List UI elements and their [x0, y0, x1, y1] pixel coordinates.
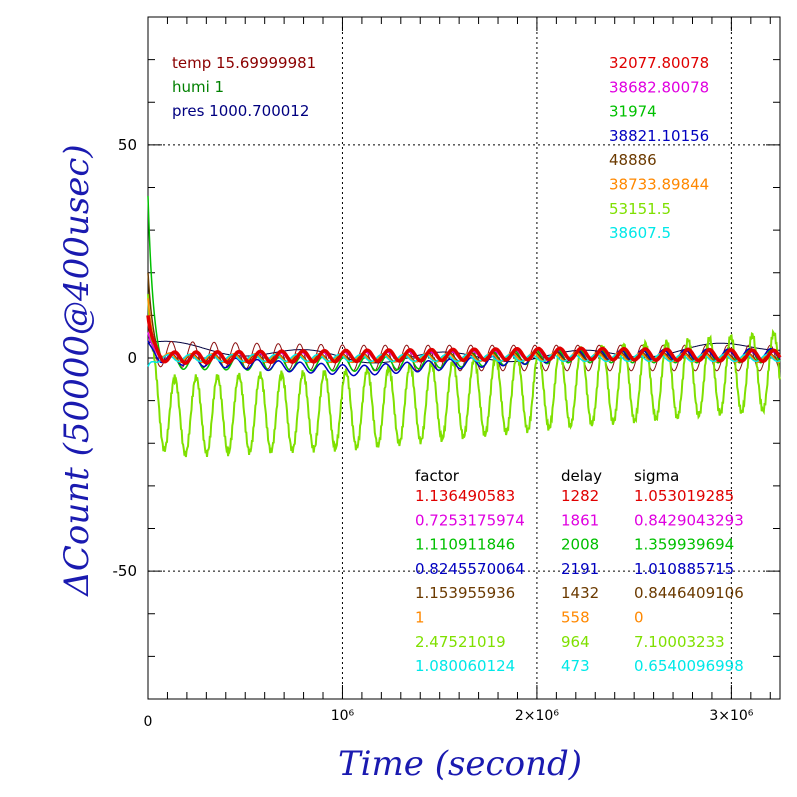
delay-value: 1282 [561, 487, 599, 505]
series-mean-label: 38821.10156 [609, 127, 709, 145]
x-tick-label: 2×10⁶ [515, 708, 559, 724]
sigma-value: 0.8429043293 [634, 511, 744, 529]
series-line [147, 294, 781, 458]
delay-value: 558 [561, 609, 590, 627]
delay-value: 1861 [561, 511, 599, 529]
series-mean-label: 38607.5 [609, 224, 671, 242]
factor-value: 1.110911846 [415, 536, 515, 554]
y-axis-label: ΔCount (50000@400usec) [57, 144, 97, 597]
factor-value: 1.136490583 [415, 487, 515, 505]
environment-label: temp 15.69999981 [172, 54, 316, 72]
series-lines [146, 195, 782, 458]
environment-label: pres 1000.700012 [172, 102, 309, 120]
x-tick-label: 3×10⁶ [709, 708, 753, 724]
series-mean-label: 53151.5 [609, 200, 671, 218]
delay-value: 1432 [561, 584, 599, 602]
delay-value: 2008 [561, 536, 599, 554]
series-mean-label: 32077.80078 [609, 54, 709, 72]
sigma-value: 0 [634, 609, 644, 627]
factor-value: 0.8245570064 [415, 560, 525, 578]
x-axis-label: Time (second) [338, 744, 582, 784]
series-mean-legend: 32077.80078 38682.80078 31974 38821.10156 48… [609, 54, 709, 242]
sigma-value: 7.10003233 [634, 633, 725, 651]
header-sigma: sigma [634, 467, 679, 485]
factor-value: 1.080060124 [415, 657, 515, 675]
factor-value: 1.153955936 [415, 584, 515, 602]
x-tick-label: 0 [144, 714, 153, 730]
environment-label: humi 1 [172, 78, 224, 96]
sigma-value: 0.8446409106 [634, 584, 744, 602]
series-mean-label: 31974 [609, 103, 657, 121]
tick-labels: 0 10⁶ 2×10⁶ 3×10⁶ 50 0 -50 [113, 136, 754, 730]
factor-value: 2.47521019 [415, 633, 506, 651]
series-mean-label: 38682.80078 [609, 78, 709, 96]
header-delay: delay [561, 467, 602, 485]
aux-series-line [147, 340, 781, 372]
y-tick-label: 50 [118, 136, 137, 154]
environment-legend: temp 15.69999981 humi 1 pres 1000.700012 [172, 54, 316, 120]
series-mean-label: 48886 [609, 151, 657, 169]
series-line [146, 315, 782, 365]
sigma-value: 1.359939694 [634, 536, 734, 554]
parameter-table: factor delay sigma 1.136490583 1282 1.0530… [415, 467, 744, 675]
series-mean-label: 38733.89844 [609, 176, 709, 194]
factor-value: 0.7253175974 [415, 511, 525, 529]
ticks [147, 16, 780, 700]
delay-value: 2191 [561, 560, 599, 578]
y-tick-label: -50 [113, 562, 138, 580]
header-factor: factor [415, 467, 460, 485]
x-tick-label: 10⁶ [331, 708, 355, 724]
y-tick-label: 0 [127, 349, 137, 367]
factor-value: 1 [415, 609, 425, 627]
delay-value: 964 [561, 633, 590, 651]
sigma-value: 1.010885715 [634, 560, 734, 578]
sigma-value: 1.053019285 [634, 487, 734, 505]
delay-value: 473 [561, 657, 590, 675]
sigma-value: 0.6540096998 [634, 657, 744, 675]
